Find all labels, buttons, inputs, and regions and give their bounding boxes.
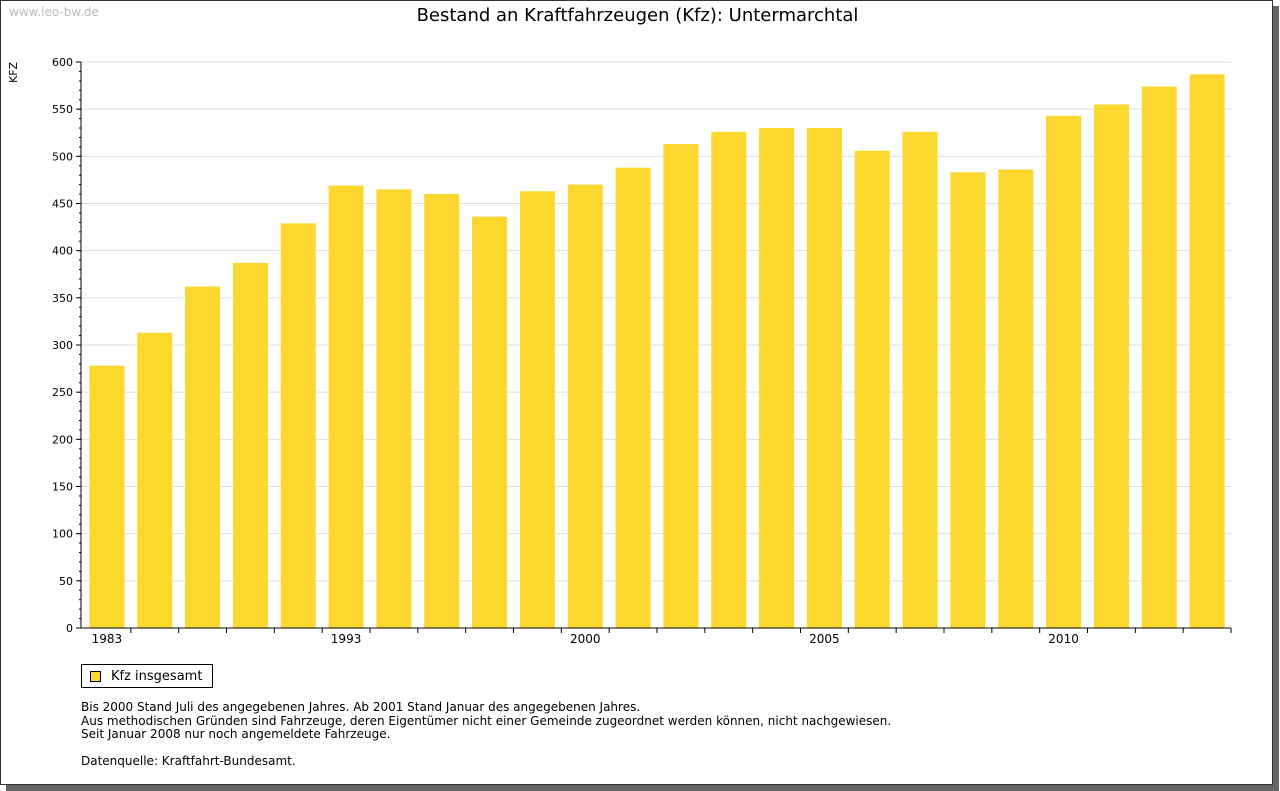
note-line: Aus methodischen Gründen sind Fahrzeuge,…	[81, 713, 892, 728]
watermark: www.leo-bw.de	[9, 5, 99, 19]
legend-swatch	[90, 671, 101, 682]
y-tick-label: 500	[52, 150, 73, 163]
chart-title: Bestand an Kraftfahrzeugen (Kfz): Unterm…	[416, 5, 859, 26]
bar	[328, 185, 364, 628]
legend-label: Kfz insgesamt	[111, 669, 203, 684]
x-tick-label: 2005	[809, 632, 840, 646]
bar	[376, 189, 412, 628]
bar-chart: 0 50 100 150 200 250 300 350 400 450 500 550 600 1983…	[52, 56, 1232, 646]
bar	[137, 332, 173, 628]
y-tick-label: 600	[52, 56, 73, 69]
legend: Kfz insgesamt	[81, 664, 214, 688]
y-tick-label: 300	[52, 339, 73, 352]
x-tick-label: 1993	[331, 632, 362, 646]
y-tick-label: 350	[52, 292, 73, 305]
y-tick-label: 400	[52, 245, 73, 258]
y-tick-label: 50	[59, 575, 73, 588]
bar	[1093, 104, 1129, 628]
y-tick-label: 200	[52, 433, 73, 446]
bar	[232, 262, 268, 628]
note-line: Seit Januar 2008 nur noch angemeldete Fa…	[81, 727, 391, 741]
bar	[519, 191, 555, 628]
footnotes: Bis 2000 Stand Juli des angegebenen Jahr…	[81, 700, 892, 768]
bar	[472, 216, 508, 628]
bar	[1141, 86, 1177, 628]
y-tick-label: 250	[52, 386, 73, 399]
bar	[950, 172, 986, 628]
bar	[806, 128, 842, 628]
x-tick-label: 2000	[570, 632, 601, 646]
data-source: Datenquelle: Kraftfahrt-Bundesamt.	[81, 753, 296, 768]
bar	[759, 128, 795, 628]
y-tick-label: 550	[52, 103, 73, 116]
bar	[567, 184, 603, 628]
bar	[711, 131, 747, 628]
bar	[89, 365, 125, 628]
y-tick-label: 150	[52, 481, 73, 494]
bar	[280, 223, 316, 628]
bar	[1189, 74, 1225, 629]
bar	[663, 144, 699, 628]
x-tick-label: 2010	[1048, 632, 1079, 646]
y-tick-label: 100	[52, 528, 73, 541]
bar	[1046, 115, 1082, 628]
bar	[424, 194, 460, 629]
bar	[854, 150, 890, 628]
bar	[902, 131, 938, 628]
bar	[615, 167, 651, 629]
note-line: Bis 2000 Stand Juli des angegebenen Jahr…	[81, 700, 641, 714]
x-tick-label: 1983	[92, 632, 123, 646]
y-tick-label: 0	[66, 622, 73, 635]
bar	[998, 169, 1034, 629]
y-tick-label: 450	[52, 198, 73, 211]
bar	[185, 286, 221, 628]
